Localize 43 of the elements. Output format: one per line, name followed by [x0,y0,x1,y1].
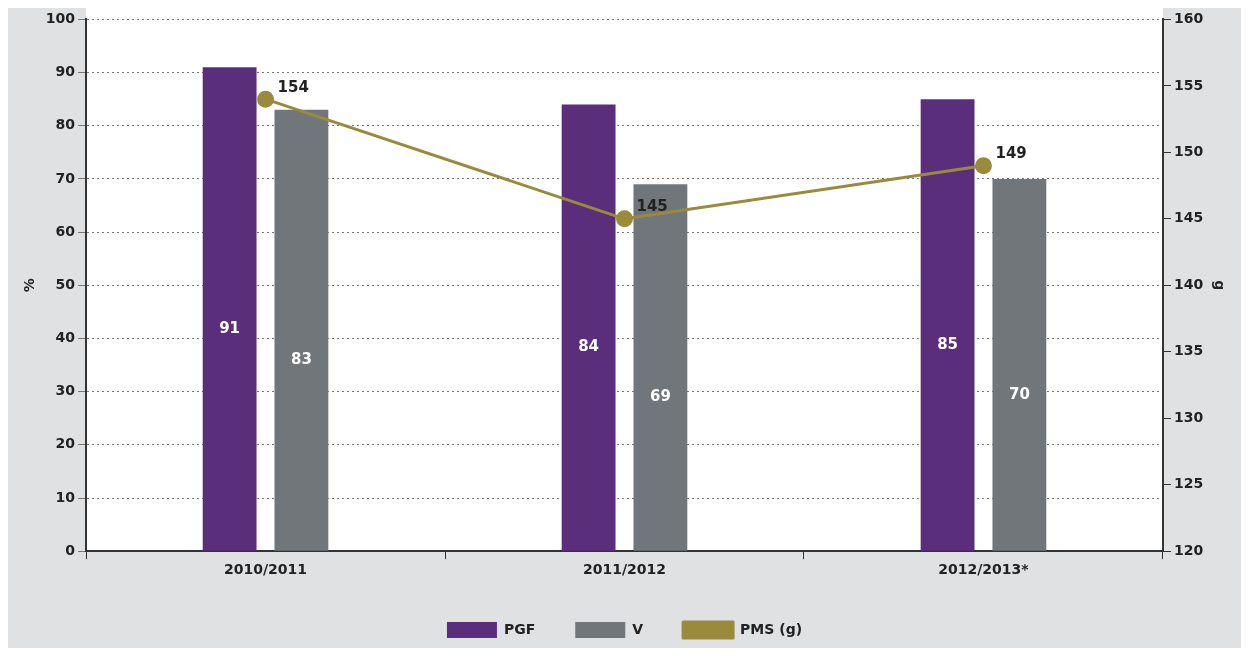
bar [920,99,975,551]
point [974,157,992,175]
y2-tick-label: 125 [1173,475,1204,492]
legend-label: PGF [503,620,536,637]
y-tick-label: 30 [55,382,76,399]
y2-axis-title: g [1211,280,1228,291]
y2-tick-label: 160 [1173,10,1204,27]
y-tick-label: 20 [55,435,76,452]
y2-tick-label: 140 [1173,275,1204,292]
data-label: 70 [1008,384,1030,403]
data-label: 85 [937,334,959,353]
data-label: 69 [649,387,671,406]
y-tick-label: 10 [55,488,76,505]
x-tick-label: 2011/2012 [582,561,667,578]
y2-tick-label: 155 [1173,76,1204,93]
x-tick-label: 2010/2011 [223,561,308,578]
data-label: 91 [219,318,241,337]
bar [202,67,257,551]
y-tick-label: 90 [55,63,76,80]
y-tick-label: 0 [65,541,76,558]
y2-tick-label: 120 [1173,541,1204,558]
data-label: 84 [578,337,600,356]
y-tick-label: 40 [55,329,76,346]
y2-tick-label: 135 [1173,342,1204,359]
point [257,90,275,108]
data-label: 145 [636,197,668,216]
y-tick-label: 100 [45,10,76,27]
x-tick-label: 2012/2013* [938,561,1030,578]
y2-tick-label: 150 [1173,142,1204,159]
y-tick-label: 50 [55,275,76,292]
data-label: 83 [290,350,312,369]
data-label: 154 [277,77,309,96]
bar [561,104,616,551]
legend-label: V [632,620,644,637]
y-tick-label: 80 [55,116,76,133]
y-tick-label: 60 [55,222,76,239]
legend-label: PMS (g) [740,620,803,637]
y2-tick-label: 130 [1173,408,1204,425]
data-label: 149 [995,144,1027,163]
y-axis-title: % [21,278,38,293]
point [616,210,633,228]
y-tick-label: 70 [55,169,76,186]
y2-tick-label: 145 [1173,209,1204,226]
